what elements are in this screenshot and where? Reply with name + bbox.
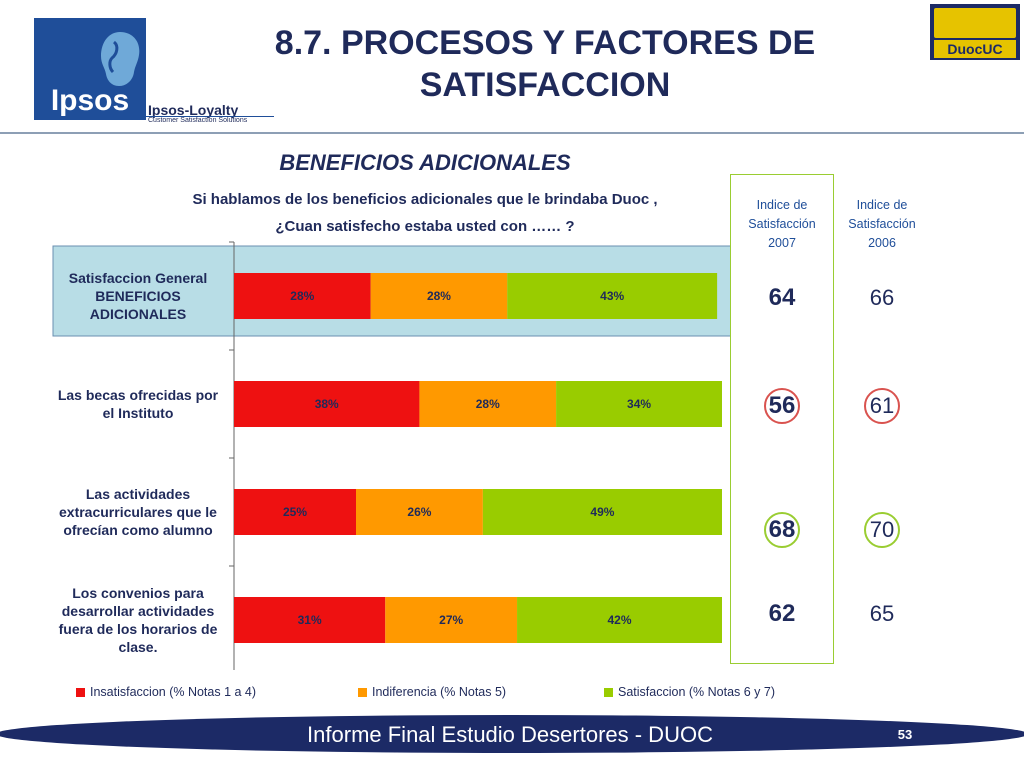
bar-segment xyxy=(234,381,420,427)
index-2006-value: 65 xyxy=(869,601,895,626)
data-label: 27% xyxy=(439,613,463,627)
bar-segment xyxy=(556,381,722,427)
ipsos-logo-text: Ipsos xyxy=(50,84,130,117)
data-label: 43% xyxy=(600,289,624,303)
chart-legend: Insatisfaccion (% Notas 1 a 4) Indiferen… xyxy=(76,685,796,703)
duoc-crest-icon xyxy=(934,8,1016,38)
bar-segment xyxy=(507,273,718,319)
category-label: Satisfaccion General BENEFICIOS ADICIONALE… xyxy=(69,270,208,322)
bar-segment xyxy=(419,381,557,427)
index-2006-header: Indice de Satisfacción 2006 xyxy=(848,198,916,250)
category-label: Las actividades extracurriculares que le o… xyxy=(59,486,217,538)
category-label: Las becas ofrecidas por el Instituto xyxy=(58,387,219,421)
legend-label: Satisfaccion (% Notas 6 y 7) xyxy=(618,685,776,699)
loyalty-divider xyxy=(146,116,274,117)
page-title: 8.7. PROCESOS Y FACTORES DE SATISFACCION xyxy=(274,24,816,104)
index-2007-value: 62 xyxy=(768,600,796,627)
data-label: 38% xyxy=(315,397,339,411)
highlight-circle xyxy=(764,388,800,424)
bar-segment xyxy=(385,597,518,643)
bar-segment xyxy=(234,597,386,643)
bar-segment xyxy=(482,489,722,535)
page-number: 53 xyxy=(897,727,913,742)
duoc-logo-text: DuocUC xyxy=(934,40,1016,58)
data-label: 28% xyxy=(427,289,451,303)
legend-label: Insatisfaccion (% Notas 1 a 4) xyxy=(90,685,257,699)
footer-banner xyxy=(0,715,1024,753)
legend-item-satisfaccion: Satisfaccion (% Notas 6 y 7) xyxy=(604,685,775,699)
highlight-circle xyxy=(864,512,900,548)
index-2006-value: 66 xyxy=(869,285,895,310)
legend-item-insatisfaccion: Insatisfaccion (% Notas 1 a 4) xyxy=(76,685,256,699)
footer-text: Informe Final Estudio Desertores - DUOC xyxy=(307,722,713,747)
index-2007-frame xyxy=(730,174,834,664)
stacked-bar-chart: Satisfaccion General BENEFICIOS ADICIONALE… xyxy=(52,241,730,670)
index-2007-value: 64 xyxy=(768,284,796,311)
duoc-logo: DuocUC xyxy=(930,4,1020,60)
legend-swatch xyxy=(76,687,85,697)
bar-segment xyxy=(370,273,508,319)
bar-segment xyxy=(517,597,722,643)
data-label: 25% xyxy=(283,505,307,519)
legend-swatch xyxy=(358,687,367,697)
loyalty-subtitle: Customer Satisfaction Solutions xyxy=(148,117,248,124)
legend-swatch xyxy=(604,687,613,697)
highlight-circle xyxy=(864,388,900,424)
legend-label: Indiferencia (% Notas 5) xyxy=(372,685,507,699)
data-label: 31% xyxy=(298,613,322,627)
header-divider xyxy=(0,132,1024,134)
category-label: Los convenios para desarrollar actividade… xyxy=(59,585,218,655)
data-label: 26% xyxy=(407,505,431,519)
legend-item-indiferencia: Indiferencia (% Notas 5) xyxy=(358,685,506,699)
index-2007-header: Indice de Satisfacción 2007 xyxy=(748,198,816,250)
chart-subtitle: BENEFICIOS ADICIONALES xyxy=(279,150,571,175)
data-label: 28% xyxy=(290,289,314,303)
ipsos-logo: Ipsos xyxy=(34,18,146,120)
ipsos-head-icon xyxy=(101,32,140,86)
bar-segment xyxy=(234,489,356,535)
bar-segment xyxy=(234,273,371,319)
highlight-circle xyxy=(764,512,800,548)
chart-question: Si hablamos de los beneficios adicionale… xyxy=(192,191,658,235)
loyalty-title: Ipsos-Loyalty xyxy=(148,102,239,118)
data-label: 28% xyxy=(476,397,500,411)
data-label: 34% xyxy=(627,397,651,411)
data-label: 42% xyxy=(608,613,632,627)
data-label: 49% xyxy=(590,505,614,519)
bar-segment xyxy=(356,489,483,535)
